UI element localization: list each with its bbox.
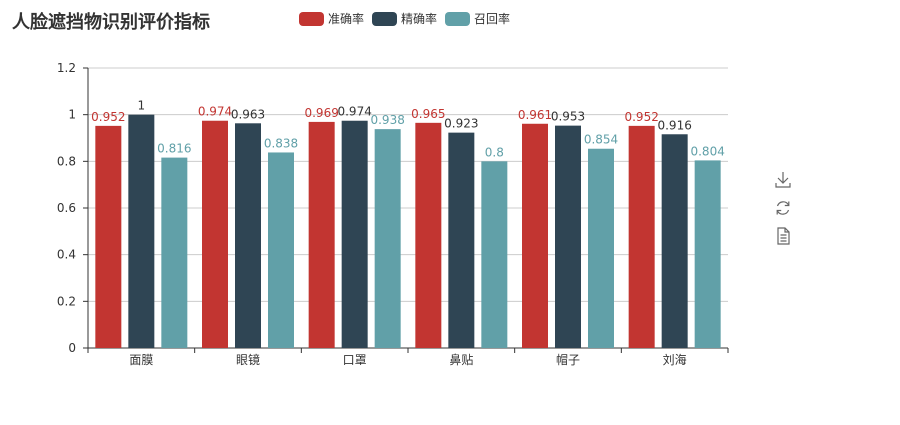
bar (448, 132, 475, 348)
legend-swatch-accuracy (299, 11, 324, 26)
bar (341, 120, 368, 348)
bar-value-label: 0.963 (231, 107, 265, 121)
bar (95, 125, 122, 348)
bar-value-label: 0.952 (624, 110, 658, 124)
download-icon[interactable] (773, 170, 793, 190)
bar (628, 125, 655, 348)
bar (555, 125, 581, 348)
x-tick-label: 鼻贴 (449, 352, 473, 367)
legend: 准确率 精确率 召回率 (299, 10, 510, 27)
bar-value-label: 0.916 (657, 118, 691, 132)
bar (161, 157, 188, 348)
bar (415, 122, 442, 348)
bar-value-label: 0.965 (411, 107, 445, 121)
bar (235, 123, 261, 348)
legend-swatch-recall (445, 11, 471, 26)
y-tick-label: 0.2 (57, 294, 76, 308)
bar-value-label: 0.952 (91, 110, 125, 124)
toolbox (773, 170, 793, 254)
bar-value-label: 0.969 (304, 106, 338, 120)
y-tick-label: 0.4 (57, 248, 76, 262)
bar-value-label: 0.838 (264, 136, 298, 150)
bar (268, 152, 294, 348)
bar-value-label: 0.8 (485, 145, 504, 159)
bar (588, 148, 614, 348)
bar (522, 123, 548, 349)
y-tick-label: 1.2 (57, 61, 76, 75)
legend-item-accuracy[interactable]: 准确率 (299, 10, 364, 27)
y-tick-label: 0 (68, 341, 76, 355)
bar (308, 121, 335, 349)
bar-value-label: 0.854 (584, 133, 618, 147)
legend-label-recall: 召回率 (474, 12, 511, 26)
data-view-icon[interactable] (773, 226, 793, 246)
legend-item-precision[interactable]: 精确率 (372, 10, 437, 27)
bar (374, 129, 401, 348)
x-tick-label: 眼镜 (236, 352, 260, 367)
bar (128, 114, 155, 349)
x-tick-label: 刘海 (663, 352, 687, 367)
y-tick-label: 1 (68, 108, 76, 122)
legend-item-recall[interactable]: 召回率 (445, 10, 510, 27)
chart-title: 人脸遮挡物识别评价指标 (12, 12, 210, 33)
bar-value-label: 0.816 (157, 142, 191, 156)
bar (661, 134, 688, 348)
refresh-icon[interactable] (773, 198, 793, 218)
bar-value-label: 0.974 (337, 105, 371, 119)
bar (694, 160, 721, 348)
bar-value-label: 0.961 (518, 108, 552, 122)
x-tick-label: 帽子 (556, 352, 580, 367)
bar-value-label: 0.938 (370, 113, 404, 127)
x-tick-label: 口罩 (343, 353, 367, 367)
bar-value-label: 0.923 (444, 117, 478, 131)
x-tick-label: 面膜 (129, 353, 153, 367)
bar-value-label: 1 (138, 99, 146, 113)
bar-value-label: 0.953 (551, 110, 585, 124)
legend-label-accuracy: 准确率 (328, 12, 365, 26)
y-tick-label: 0.8 (57, 154, 76, 168)
bar (202, 120, 228, 348)
bar-value-label: 0.804 (690, 144, 724, 158)
bar (481, 161, 508, 348)
legend-swatch-precision (372, 11, 398, 26)
bar-value-label: 0.974 (198, 105, 232, 119)
legend-label-precision: 精确率 (401, 12, 438, 26)
y-tick-label: 0.6 (57, 201, 76, 215)
